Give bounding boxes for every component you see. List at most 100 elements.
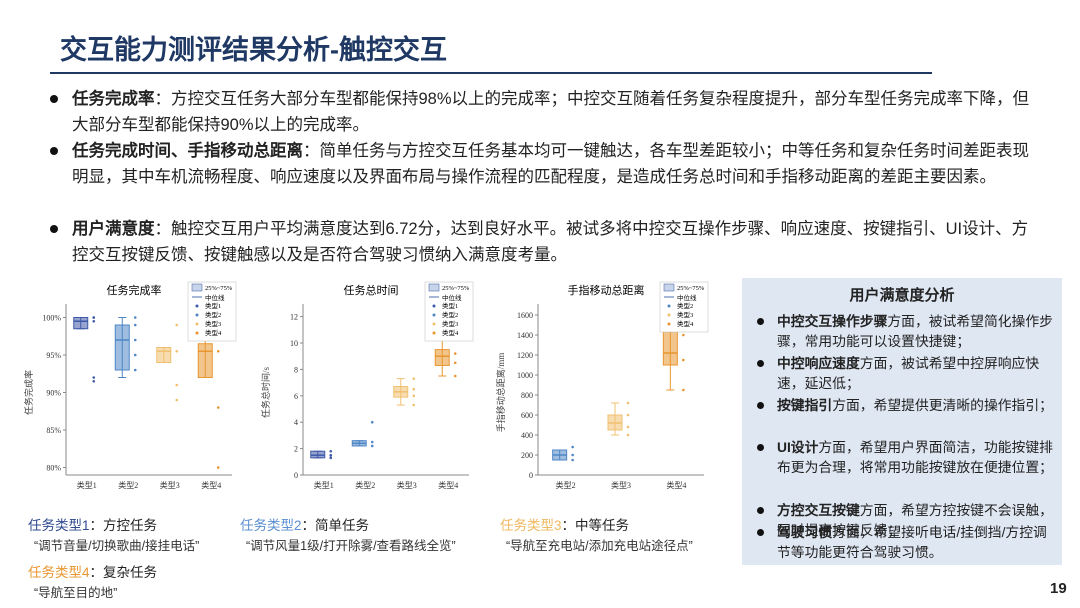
y-tick-label: 200 (521, 451, 533, 460)
point (133, 316, 137, 319)
legend-swatch (667, 313, 671, 317)
point (175, 383, 179, 387)
point (216, 406, 220, 409)
legend-swatch (428, 283, 440, 292)
point (370, 444, 374, 448)
point (216, 466, 220, 469)
y-tick-label: 0 (529, 471, 533, 480)
point (626, 425, 630, 429)
item-lead: 驾驶习惯 (777, 525, 833, 540)
x-tick-label: 类型3 (611, 480, 631, 490)
sidebar-item: 中控响应速度方面，被试希望中控屏响应快速，延迟低； (757, 354, 1053, 394)
y-tick-label: 1600 (517, 311, 533, 320)
x-tick-label: 类型2 (355, 480, 375, 490)
legend-swatch (432, 304, 436, 308)
y-tick-label: 10 (290, 339, 298, 348)
task-label: 任务类型3 (500, 518, 562, 533)
legend-label: 类型3 (442, 319, 458, 328)
legend-swatch (667, 304, 671, 308)
point (626, 433, 630, 437)
sidebar-item: 按键指引方面，希望提供更清晰的操作指引； (757, 396, 1053, 416)
y-tick-label: 6 (294, 392, 298, 401)
task-type: 任务类型2：简单任务 (240, 514, 369, 534)
bullet: 任务完成时间、手指移动总距离：简单任务与方控交互任务基本均可一键触达，各车型差距… (50, 138, 1037, 190)
legend-swatch (663, 283, 675, 292)
legend-label: 类型1 (442, 301, 458, 310)
y-tick-label: 400 (521, 431, 533, 440)
point (133, 368, 137, 372)
legend-label: 中位线 (442, 293, 462, 302)
point (92, 316, 96, 319)
x-tick-label: 类型1 (77, 480, 97, 490)
point (412, 394, 416, 398)
task-label: 任务类型4 (28, 565, 90, 580)
legend-swatch (432, 331, 436, 335)
bullet-text: ：触控交互用户平均满意度达到6.72分，达到良好水平。被试多将中控交互操作步骤、… (72, 220, 1029, 264)
x-tick-label: 类型2 (118, 480, 138, 490)
point (92, 319, 96, 323)
box (197, 343, 213, 378)
legend-label: 类型2 (442, 310, 458, 319)
legend-label: 类型3 (677, 310, 693, 319)
point (412, 387, 416, 391)
legend-label: 类型4 (677, 319, 694, 328)
x-tick-label: 类型4 (201, 480, 221, 490)
point (329, 456, 333, 460)
legend-swatch (195, 304, 199, 308)
item-lead: UI设计 (777, 440, 819, 455)
y-tick-label: 4 (294, 418, 298, 427)
sidebar-item: UI设计方面，希望用户界面简洁，功能按键排布更为合理，将常用功能按键放在便捷位置… (757, 438, 1053, 478)
legend-label: 中位线 (677, 293, 697, 302)
point (571, 453, 574, 457)
x-tick-label: 类型1 (314, 480, 334, 490)
legend-label: 类型1 (205, 301, 221, 310)
task-example: “调节风量1级/打开除雾/查看路线全览” (246, 539, 456, 553)
point (370, 420, 374, 424)
y-tick-label: 2 (294, 445, 298, 454)
y-tick-label: 8 (294, 365, 298, 374)
y-axis-label: 任务完成率 (23, 370, 34, 415)
legend-label: 25%~75% (205, 285, 233, 292)
legend-label: 类型2 (205, 310, 221, 319)
point (412, 377, 416, 380)
y-tick-label: 95% (46, 351, 61, 360)
point (453, 352, 457, 355)
point (133, 353, 137, 357)
point (412, 403, 416, 407)
y-tick-label: 600 (521, 411, 533, 420)
item-text: 方面，被试希望中控屏响应快速，延迟低； (777, 356, 1040, 391)
point (175, 349, 179, 353)
bullet-text: ：方控交互任务大部分车型都能保持98%以上的完成率；中控交互随着任务复杂程度提升… (72, 90, 1030, 134)
legend-label: 25%~75% (442, 285, 470, 292)
bullet-text: ：简单任务与方控交互任务基本均可一键触达，各车型差距较小；中等任务和复杂任务时间… (72, 142, 1029, 186)
y-axis-label: 任务总时间/s (260, 367, 271, 419)
point (682, 333, 685, 337)
box (434, 349, 450, 366)
legend-box (424, 281, 474, 342)
point (133, 323, 137, 327)
task-example: “调节音量/切换歌曲/接挂电话” (34, 539, 200, 553)
point (92, 379, 96, 383)
legend-label: 类型2 (677, 301, 693, 310)
item-text: 方面，希望用户界面简洁，功能按键排布更为合理，将常用功能按键放在便捷位置； (777, 440, 1053, 475)
point (626, 413, 630, 417)
legend-swatch (195, 322, 199, 326)
y-tick-label: 85% (46, 426, 61, 435)
y-tick-label: 1200 (517, 351, 533, 360)
item-text: 方面，希望接听电话/挂倒挡/方控调节等功能更符合驾驶习惯。 (777, 525, 1047, 560)
x-tick-label: 类型3 (160, 480, 180, 490)
task-example: “导航至目的地” (34, 586, 118, 600)
point (571, 445, 574, 449)
item-lead: 中控响应速度 (777, 356, 860, 371)
point (626, 401, 630, 405)
legend-label: 25%~75% (677, 285, 705, 292)
chart-title: 任务总时间 (344, 283, 399, 297)
item-lead: 方控交互按键 (777, 503, 860, 518)
task-type: 任务类型3：中等任务 (500, 514, 629, 534)
slide-title: 交互能力测评结果分析-触控交互 (60, 35, 447, 65)
point (175, 398, 179, 402)
legend-swatch (195, 313, 199, 317)
